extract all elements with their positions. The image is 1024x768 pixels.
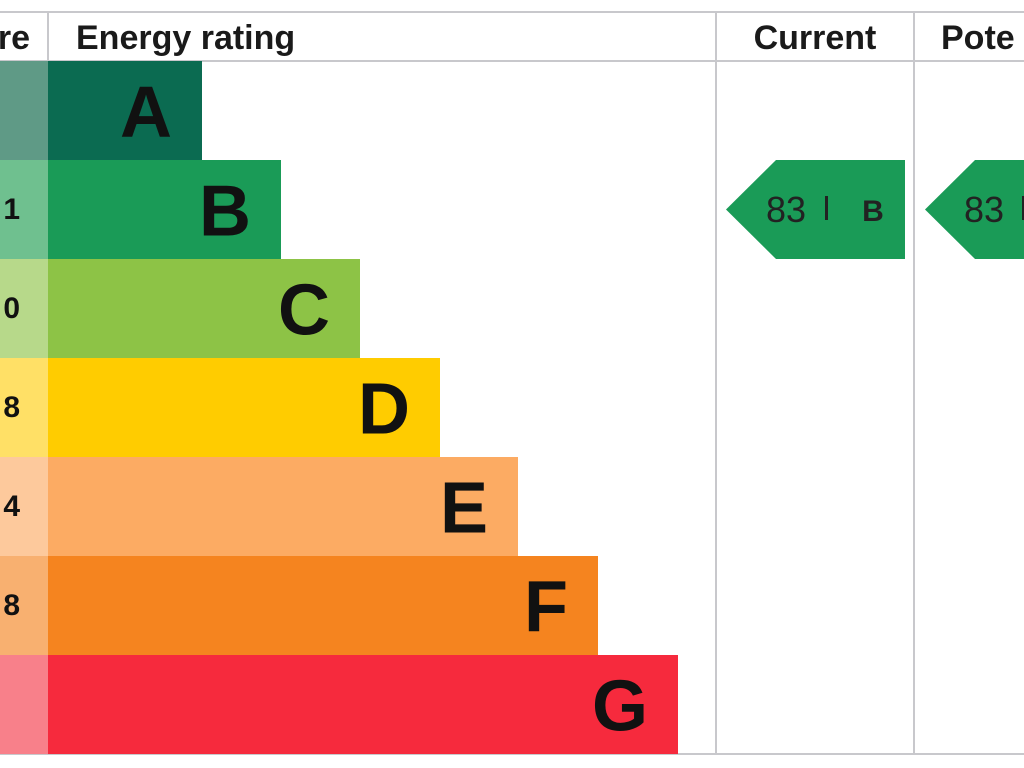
band-bar (48, 160, 281, 259)
score-cell (0, 160, 48, 259)
band-bar (48, 358, 440, 457)
score-header: re (0, 19, 30, 57)
score-label: 8 (3, 589, 20, 622)
current-value: 83 (766, 189, 806, 230)
band-letter: G (592, 667, 648, 747)
band-bar (48, 556, 598, 655)
band-letter: E (440, 469, 488, 549)
band-letter: B (199, 172, 251, 252)
score-cell (0, 61, 48, 160)
current-arrow (726, 160, 905, 259)
band-bar (48, 457, 518, 556)
potential-arrow (925, 160, 1024, 259)
score-label: 0 (3, 292, 20, 325)
separator (825, 196, 828, 220)
band-letter: C (278, 271, 330, 351)
score-cell (0, 457, 48, 556)
current-band: B (862, 195, 884, 228)
band-letter: D (358, 370, 410, 450)
potential-value: 83 (964, 189, 1004, 230)
band-letter: F (524, 568, 568, 648)
band-bar (48, 61, 202, 160)
score-cell (0, 655, 48, 754)
score-label: 4 (3, 490, 20, 523)
separator (1022, 196, 1024, 220)
current-header: Current (754, 19, 877, 57)
score-cell (0, 259, 48, 358)
rating-header: Energy rating (76, 19, 295, 57)
band-letter: A (120, 73, 172, 153)
score-label: 8 (3, 391, 20, 424)
score-label: 1 (3, 193, 20, 226)
band-bar (48, 655, 678, 754)
potential-header: Pote (941, 19, 1015, 57)
band-bar (48, 259, 360, 358)
score-cell (0, 358, 48, 457)
score-cell (0, 556, 48, 655)
